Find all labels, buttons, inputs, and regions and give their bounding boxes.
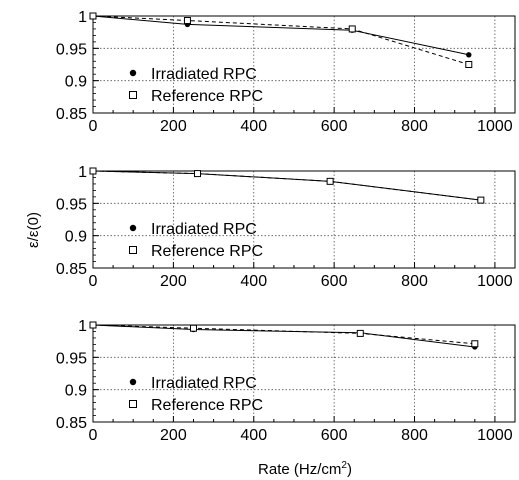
x-tick-label: 400 [240, 427, 267, 444]
y-tick-label: 0.9 [65, 383, 87, 400]
y-tick-label: 0.95 [56, 196, 87, 213]
legend-label-reference: Reference RPC [151, 243, 263, 260]
x-tick-label: 1000 [477, 118, 513, 135]
x-axis-title: Rate (Hz/cm2) [258, 460, 352, 478]
y-tick-label: 1 [78, 9, 87, 26]
reference-point [193, 170, 201, 178]
x-tick-label: 800 [401, 427, 428, 444]
legend-marker-reference [129, 400, 137, 408]
x-tick-label: 0 [89, 118, 98, 135]
y-tick-label: 0.95 [56, 41, 87, 58]
reference-point [189, 324, 197, 332]
legend-marker-reference [129, 246, 137, 254]
reference-point [89, 167, 97, 175]
plot-frame [92, 324, 516, 423]
y-tick-label: 0.85 [56, 106, 87, 123]
x-tick-label: 600 [321, 273, 348, 290]
x-tick-label: 200 [160, 118, 187, 135]
reference-point [348, 25, 356, 33]
irradiated-series-line [92, 170, 481, 201]
x-tick-label: 600 [321, 118, 348, 135]
legend-marker-irradiated [129, 378, 137, 386]
legend-label-reference: Reference RPC [151, 397, 263, 414]
plot-frame [92, 170, 516, 269]
irradiated-series-line [92, 324, 475, 348]
reference-point [183, 17, 191, 25]
y-tick-label: 0.9 [65, 229, 87, 246]
x-tick-label: 0 [89, 273, 98, 290]
x-tick-label: 200 [160, 427, 187, 444]
x-tick-label: 800 [401, 118, 428, 135]
x-tick-label: 400 [240, 273, 267, 290]
irradiated-point [466, 52, 472, 58]
legend-label-irradiated: Irradiated RPC [151, 221, 257, 238]
x-tick-label: 600 [321, 427, 348, 444]
panel-2: 0 200 400 600 800 1000 0.85 0.9 0.95 1 Irradiated … [56, 164, 516, 290]
plot-frame [92, 15, 516, 114]
y-tick-label: 1 [78, 164, 87, 181]
legend-label-reference: Reference RPC [151, 88, 263, 105]
y-tick-label: 0.85 [56, 261, 87, 278]
reference-point [89, 321, 97, 329]
x-tick-label: 0 [89, 427, 98, 444]
reference-point [477, 196, 485, 204]
reference-point [326, 177, 334, 185]
legend-marker-irradiated [129, 69, 137, 77]
y-axis-title: ε/ε(0) [25, 212, 42, 248]
reference-series-line [92, 170, 481, 201]
panel-3: 0 200 400 600 800 1000 0.85 0.9 0.95 1 Irradiated … [56, 318, 516, 444]
reference-series-line [92, 324, 475, 345]
y-tick-label: 0.95 [56, 350, 87, 367]
x-tick-label: 1000 [477, 427, 513, 444]
reference-point [465, 61, 473, 68]
legend-label-irradiated: Irradiated RPC [151, 375, 257, 392]
x-tick-label: 1000 [477, 273, 513, 290]
x-tick-label: 400 [240, 118, 267, 135]
panel-1: 0 200 400 600 800 1000 0.85 0.9 0.95 1 Irradiated … [56, 9, 516, 135]
irradiated-series-line [92, 15, 469, 56]
legend-label-irradiated: Irradiated RPC [151, 66, 257, 83]
legend-marker-irradiated [129, 224, 137, 232]
reference-point [356, 329, 364, 337]
legend-marker-reference [129, 91, 137, 99]
x-tick-label: 800 [401, 273, 428, 290]
reference-point [89, 12, 97, 20]
y-tick-label: 0.9 [65, 74, 87, 91]
y-tick-label: 1 [78, 318, 87, 335]
x-tick-label: 200 [160, 273, 187, 290]
reference-series-line [92, 15, 469, 65]
y-tick-label: 0.85 [56, 415, 87, 432]
reference-point [471, 340, 479, 348]
